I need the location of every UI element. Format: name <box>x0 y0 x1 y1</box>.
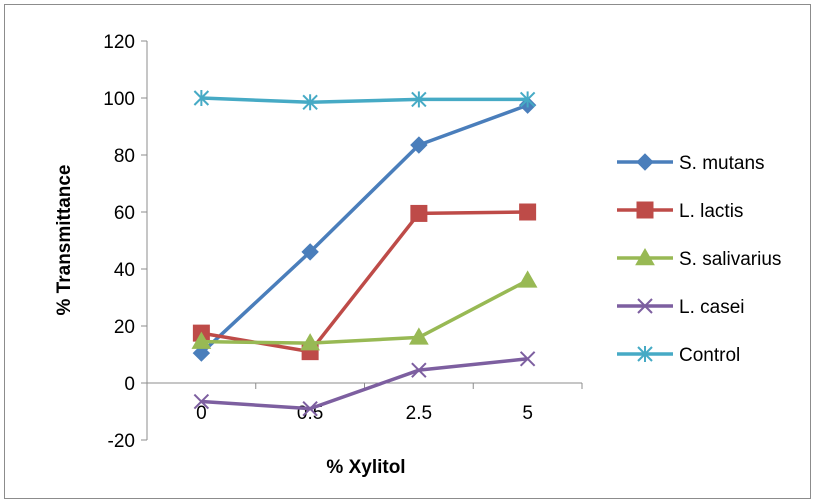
data-point <box>192 344 211 362</box>
y-tick-label: 60 <box>114 203 135 224</box>
series-line <box>201 210 528 354</box>
series-line <box>201 278 529 345</box>
legend-item: Control <box>617 345 740 366</box>
y-tick-labels: -20 0 20 40 60 80 100 120 <box>103 32 135 452</box>
legend: S. mutans L. lactis S. salivarius L. casei C… <box>617 153 781 366</box>
data-point <box>191 331 212 349</box>
legend-marker <box>637 298 653 314</box>
series-line <box>200 103 529 355</box>
legend-marker <box>637 346 653 362</box>
legend-item: S. mutans <box>617 153 765 174</box>
legend-label: L. casei <box>679 297 744 318</box>
legend-label: S. mutans <box>679 153 765 174</box>
legend-label: Control <box>679 345 740 366</box>
legend-item: L. casei <box>617 297 744 318</box>
data-point <box>519 351 536 367</box>
x-axis-title: % Xylitol <box>326 457 405 478</box>
legend-label: S. salivarius <box>679 249 781 270</box>
data-point <box>411 91 427 108</box>
data-point <box>519 91 536 108</box>
data-point <box>519 203 537 221</box>
series-s-mutans <box>192 96 537 362</box>
y-tick-label: 40 <box>114 260 135 281</box>
y-axis-title: % Transmittance <box>54 165 75 316</box>
axes <box>141 40 583 441</box>
chart-frame <box>4 4 811 499</box>
series-line <box>201 96 528 105</box>
data-point <box>517 270 538 288</box>
data-point <box>300 333 320 351</box>
data-point <box>302 400 318 417</box>
x-tick-label: 2.5 <box>406 403 432 424</box>
y-tick-label: 20 <box>114 317 135 338</box>
x-tick-label: 5 <box>522 403 533 424</box>
legend-marker <box>636 201 654 219</box>
data-point <box>193 90 210 106</box>
series-line <box>201 357 528 411</box>
legend-marker <box>636 153 654 171</box>
legend-label: L. lactis <box>679 201 743 222</box>
x-tick-label: 0 <box>196 403 207 424</box>
y-tick-label: 100 <box>103 89 135 110</box>
series-l-casei <box>193 351 536 417</box>
y-tick-label: 0 <box>124 374 135 395</box>
series-control <box>193 90 536 111</box>
data-point <box>410 136 428 154</box>
legend-marker <box>635 247 655 266</box>
data-point <box>301 243 319 261</box>
series-layer <box>191 90 538 417</box>
legend-item: L. lactis <box>617 201 743 222</box>
y-tick-label: 80 <box>114 146 135 167</box>
y-tick-label: -20 <box>108 431 135 452</box>
y-tick-label: 120 <box>103 32 135 53</box>
series-s-salivarius <box>191 270 538 351</box>
series-l-lactis <box>192 203 537 361</box>
data-point <box>302 94 318 111</box>
data-point <box>410 204 428 222</box>
data-point <box>193 393 210 410</box>
legend-item: S. salivarius <box>617 247 781 270</box>
data-point <box>409 327 429 345</box>
data-point <box>411 362 427 378</box>
